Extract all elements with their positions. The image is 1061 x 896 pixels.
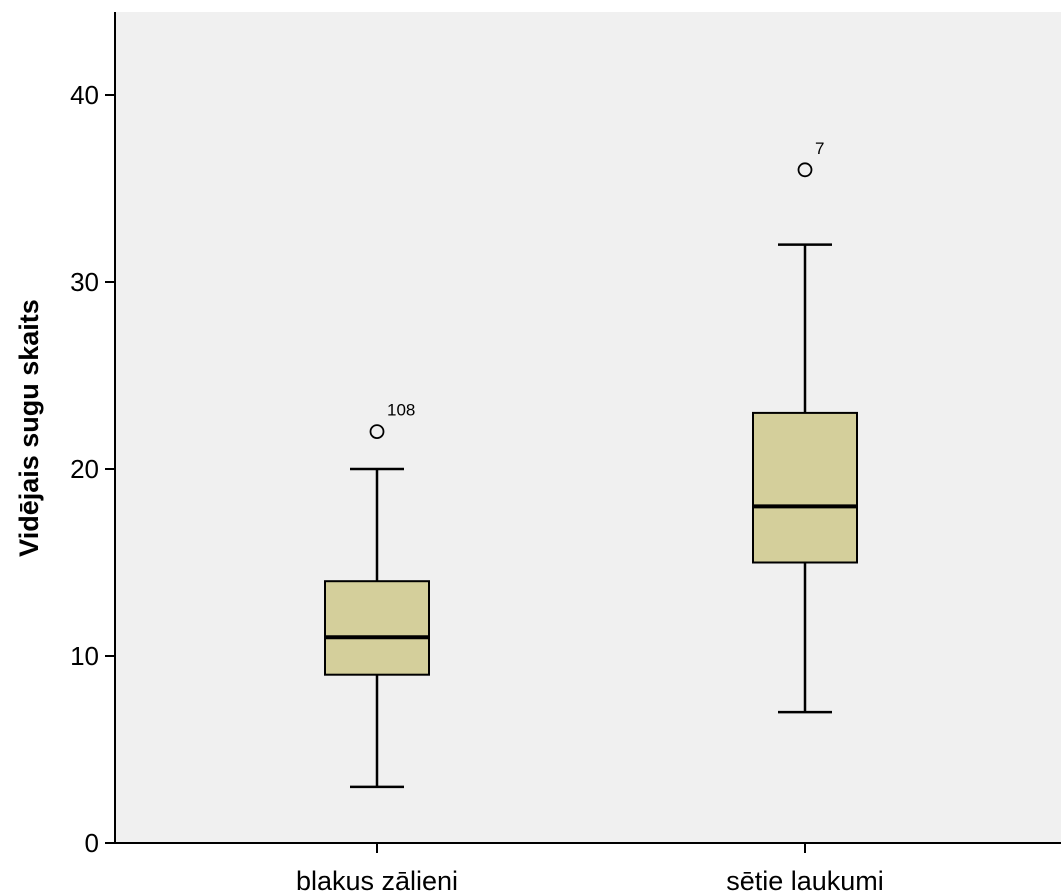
outlier-point — [797, 162, 813, 178]
box-group: 7 — [752, 139, 858, 714]
y-ticks: 0 10 20 30 40 — [70, 80, 115, 858]
iqr-box — [752, 411, 858, 564]
outlier-point — [369, 424, 385, 440]
iqr-box — [324, 580, 430, 676]
outlier-label: 108 — [387, 401, 415, 420]
y-tick-label: 0 — [85, 828, 99, 858]
x-category-label: blakus zālieni — [296, 866, 458, 896]
y-axis-title: Vidējais sugu skaits — [14, 299, 44, 557]
y-tick-label: 20 — [70, 454, 99, 484]
outlier-label: 7 — [815, 139, 824, 158]
y-tick-label: 30 — [70, 267, 99, 297]
y-tick-label: 40 — [70, 80, 99, 110]
x-ticks: blakus zālieni sētie laukumi — [296, 843, 884, 896]
y-tick-label: 10 — [70, 641, 99, 671]
plot-background — [115, 12, 1061, 843]
x-category-label: sētie laukumi — [726, 866, 884, 896]
box-group: 108 — [324, 401, 430, 789]
boxes: 108 7 — [324, 139, 858, 789]
